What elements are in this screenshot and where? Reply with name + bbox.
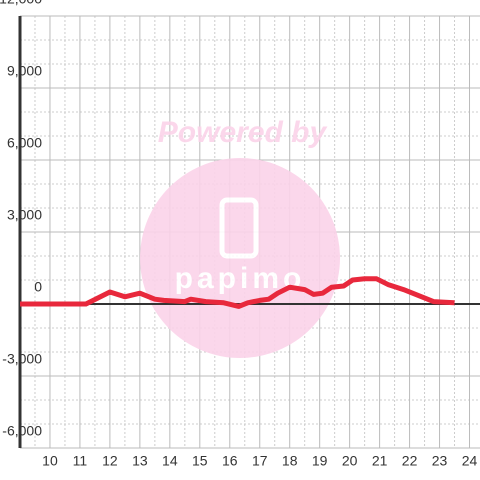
x-tick-label: 22 bbox=[402, 453, 418, 469]
x-tick-label: 18 bbox=[282, 453, 298, 469]
x-tick-label: 23 bbox=[432, 453, 448, 469]
y-tick-label: 3,000 bbox=[7, 207, 42, 223]
x-tick-label: 14 bbox=[162, 453, 178, 469]
x-tick-label: 17 bbox=[252, 453, 268, 469]
y-tick-label: 9,000 bbox=[7, 63, 42, 79]
logo-phone bbox=[219, 197, 259, 259]
y-tick-label: 12,000 bbox=[0, 0, 42, 7]
y-tick-label: 6,000 bbox=[7, 135, 42, 151]
x-tick-label: 24 bbox=[462, 453, 478, 469]
x-tick-label: 16 bbox=[222, 453, 238, 469]
x-tick-label: 12 bbox=[102, 453, 118, 469]
x-tick-label: 19 bbox=[312, 453, 328, 469]
x-tick-label: 20 bbox=[342, 453, 358, 469]
x-tick-label: 21 bbox=[372, 453, 388, 469]
x-tick-label: 13 bbox=[132, 453, 148, 469]
x-tick-label: 10 bbox=[42, 453, 58, 469]
y-tick-label: -3,000 bbox=[2, 351, 42, 367]
y-tick-label: 0 bbox=[34, 279, 42, 295]
y-tick-label: -6,000 bbox=[2, 423, 42, 439]
plot: -6,000 -3,000 0 3,000 6,000 9,000 12,000 10 11 12… bbox=[0, 0, 480, 469]
watermark: Powered by papimo bbox=[140, 116, 340, 358]
watermark-text: Powered by bbox=[158, 116, 328, 149]
x-tick-label: 11 bbox=[73, 453, 88, 469]
data-line bbox=[20, 276, 455, 309]
x-tick-label: 15 bbox=[192, 453, 208, 469]
